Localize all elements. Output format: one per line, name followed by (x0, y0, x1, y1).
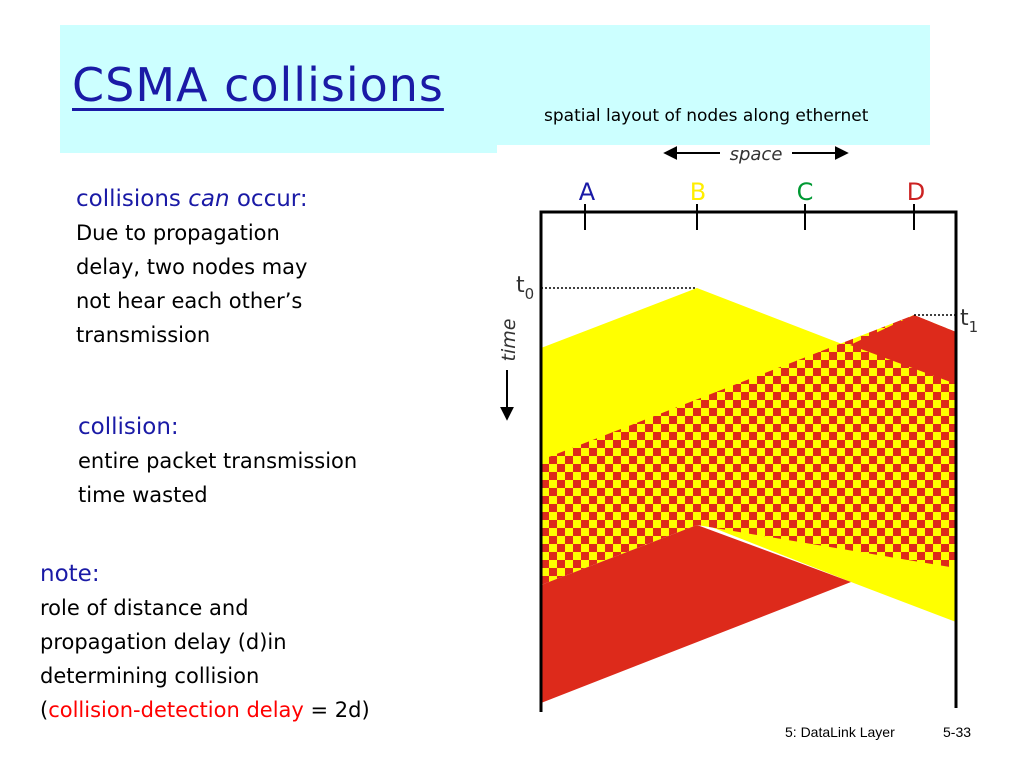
block-line: not hear each other’s (76, 289, 303, 313)
block-line: delay, two nodes may (76, 255, 308, 279)
block-line: transmission (76, 323, 211, 347)
node-d-transmission-bottom (541, 525, 851, 703)
heading-text: occur: (229, 186, 308, 212)
block-line: role of distance and (40, 596, 249, 620)
footer-page-number: 5-33 (943, 724, 972, 740)
footer-chapter: 5: DataLink Layer (785, 724, 895, 740)
block-line: entire packet transmission (78, 449, 358, 473)
paren-text: ( (40, 698, 49, 722)
block-heading: note: (40, 561, 100, 587)
block-line: determining collision (40, 664, 260, 688)
node-label-d: D (907, 178, 925, 206)
collision-overlap-region (541, 315, 956, 585)
node-label-b: B (690, 178, 706, 206)
block-line: time wasted (78, 483, 208, 507)
collisions-can-occur-block: collisions can occur: Due to propagation… (76, 182, 308, 352)
t0-label: t0 (516, 273, 534, 303)
title-banner (60, 25, 930, 153)
title-banner-notch (497, 145, 930, 153)
block-line-final: (collision-detection delay = 2d) (40, 693, 370, 727)
time-label: time (498, 319, 520, 362)
slide-title: CSMA collisions (72, 58, 444, 112)
block-line: propagation delay (d)in (40, 630, 287, 654)
heading-emphasis: can (188, 186, 230, 212)
collision-detection-delay-term: collision-detection delay (48, 698, 304, 722)
collision-block: collision: entire packet transmission ti… (78, 410, 357, 512)
block-line: Due to propagation (76, 221, 280, 245)
equals-2d-text: = 2d) (303, 698, 370, 722)
note-block: note: role of distance and propagation d… (40, 557, 370, 727)
block-heading: collision: (78, 414, 179, 440)
node-d-transmission-top (850, 315, 956, 384)
space-label: space (730, 144, 783, 165)
block-heading: collisions can occur: (76, 182, 308, 216)
node-label-a: A (579, 178, 596, 206)
ethernet-bus-frame (539, 210, 958, 712)
heading-text: collisions (76, 186, 189, 212)
t1-label: t1 (960, 306, 978, 336)
node-label-c: C (797, 178, 814, 206)
diagram-caption: spatial layout of nodes along ethernet (544, 106, 869, 126)
